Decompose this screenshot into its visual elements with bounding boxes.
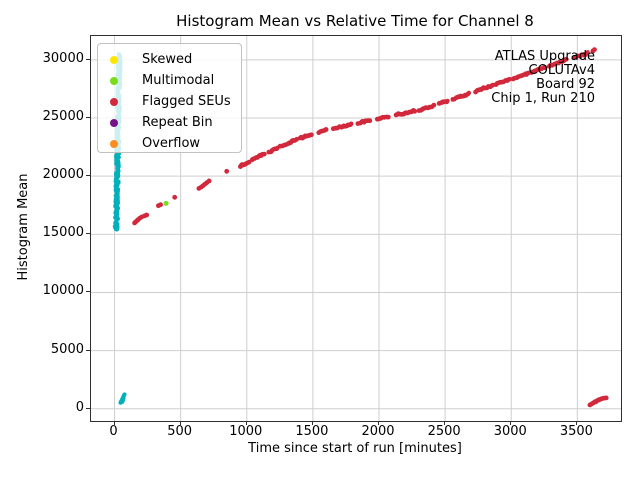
y-axis-label: Histogram Mean — [16, 173, 31, 281]
overflow-marker-icon — [110, 139, 118, 148]
y-tick-mark — [86, 117, 90, 118]
x-tick-label: 3500 — [559, 424, 593, 439]
y-tick-label: 15000 — [42, 225, 84, 241]
multimodal-marker-icon — [110, 76, 118, 85]
y-tick-label: 5000 — [50, 341, 84, 357]
x-tick-label: 500 — [167, 424, 193, 439]
y-tick-label: 20000 — [42, 167, 84, 183]
x-tick-label: 3000 — [493, 424, 527, 439]
legend-label: Multimodal — [142, 73, 215, 88]
y-tick-mark — [86, 233, 90, 235]
x-tick-mark — [378, 421, 379, 425]
annotation-line: ATLAS Upgrade — [494, 49, 595, 64]
y-tick-mark — [86, 58, 90, 60]
x-tick-mark — [311, 421, 313, 425]
x-tick-label: 1000 — [229, 424, 263, 439]
y-tick-mark — [86, 349, 90, 351]
repeat-bin-marker-icon — [110, 118, 118, 127]
x-tick-label: 1500 — [295, 424, 329, 439]
x-axis-label: Time since start of run [minutes] — [248, 441, 462, 456]
legend-label: Flagged SEUs — [142, 94, 231, 109]
skewed-marker-icon — [110, 55, 118, 64]
chart-title: Histogram Mean vs Relative Time for Chan… — [176, 12, 534, 30]
y-tick-label: 10000 — [42, 283, 84, 299]
plot-area: Skewed Multimodal Flagged SEUs Repeat Bi… — [90, 35, 622, 422]
x-tick-mark — [245, 421, 247, 425]
legend: Skewed Multimodal Flagged SEUs Repeat Bi… — [97, 43, 242, 153]
x-tick-mark — [576, 421, 578, 425]
y-tick-mark — [86, 291, 90, 293]
x-tick-label: 0 — [109, 424, 118, 439]
legend-label: Overflow — [142, 136, 201, 151]
x-tick-label: 2000 — [361, 424, 395, 439]
flagged-seus-marker-icon — [110, 97, 118, 106]
annotation-block: ATLAS Upgrade COLUTAv4 Board 92 Chip 1, … — [491, 50, 595, 106]
legend-item-overflow: Overflow — [110, 133, 233, 154]
x-tick-mark — [444, 421, 446, 425]
annotation-line: Board 92 — [536, 77, 595, 92]
annotation-line: Chip 1, Run 210 — [491, 91, 595, 106]
legend-label: Repeat Bin — [142, 115, 213, 130]
legend-item-multimodal: Multimodal — [110, 70, 233, 91]
legend-item-repeat-bin: Repeat Bin — [110, 112, 233, 133]
y-tick-label: 30000 — [42, 50, 84, 66]
x-tick-mark — [179, 421, 181, 425]
x-tick-mark — [510, 421, 512, 425]
x-tick-label: 2500 — [427, 424, 461, 439]
legend-label: Skewed — [142, 52, 193, 67]
x-tick-mark — [113, 421, 115, 425]
y-tick-label: 0 — [75, 399, 84, 415]
y-tick-label: 25000 — [42, 109, 84, 124]
legend-item-skewed: Skewed — [110, 49, 233, 70]
annotation-line: COLUTAv4 — [528, 63, 595, 78]
y-tick-mark — [86, 175, 90, 177]
legend-item-flagged-seus: Flagged SEUs — [110, 91, 233, 112]
y-tick-mark — [86, 407, 90, 409]
